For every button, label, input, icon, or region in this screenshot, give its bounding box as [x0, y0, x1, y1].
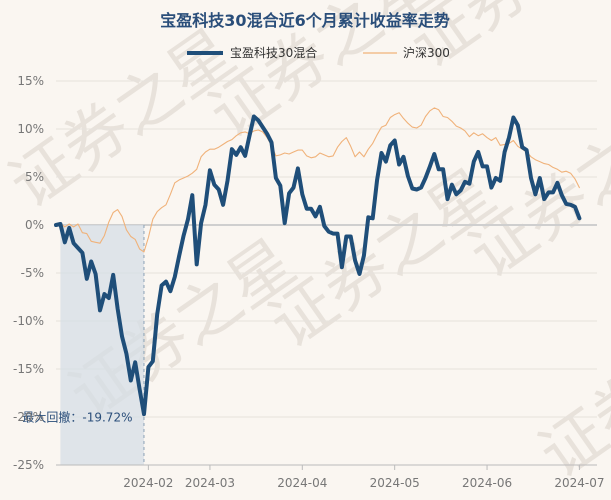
y-tick-label: -10% — [13, 314, 44, 328]
x-tick-label: 2024-02 — [123, 476, 173, 490]
y-tick-label: 10% — [17, 122, 44, 136]
index-line — [55, 107, 580, 253]
y-tick-label: -20% — [13, 410, 44, 424]
x-tick-label: 2024-04 — [277, 476, 327, 490]
drawdown-shade — [60, 225, 144, 465]
legend-label-index: 沪深300 — [403, 46, 450, 60]
y-tick-label: 5% — [25, 170, 44, 184]
y-axis: 15% 10% 5% 0% -5% -10% -15% -20% -25% — [13, 74, 44, 472]
series-layer — [54, 107, 582, 417]
y-tick-label: -15% — [13, 362, 44, 376]
x-axis: 2024-02 2024-03 2024-04 2024-05 2024-06 2024-… — [56, 464, 604, 490]
max-drawdown-label: 最大回撤：-19.72% — [22, 409, 132, 424]
chart-title: 宝盈科技30混合近6个月累计收益率走势 — [160, 11, 449, 30]
legend: 宝盈科技30混合 沪深300 — [187, 45, 450, 60]
x-tick-label: 2024-05 — [370, 476, 420, 490]
max-drawdown-region: 最大回撤：-19.72% — [22, 225, 145, 465]
x-tick-label: 2024-06 — [462, 476, 512, 490]
legend-label-fund: 宝盈科技30混合 — [230, 45, 317, 60]
y-tick-label: -25% — [13, 458, 44, 472]
watermark-text: 证券之星 — [527, 286, 611, 493]
x-tick-label: 2024-07 — [554, 476, 604, 490]
y-tick-label: 15% — [17, 74, 44, 88]
fund-line — [54, 114, 582, 417]
y-tick-label: 0% — [25, 218, 44, 232]
watermark-text: 证券之星 — [0, 16, 249, 223]
y-tick-label: -5% — [21, 266, 44, 280]
x-tick-label: 2024-03 — [185, 476, 235, 490]
